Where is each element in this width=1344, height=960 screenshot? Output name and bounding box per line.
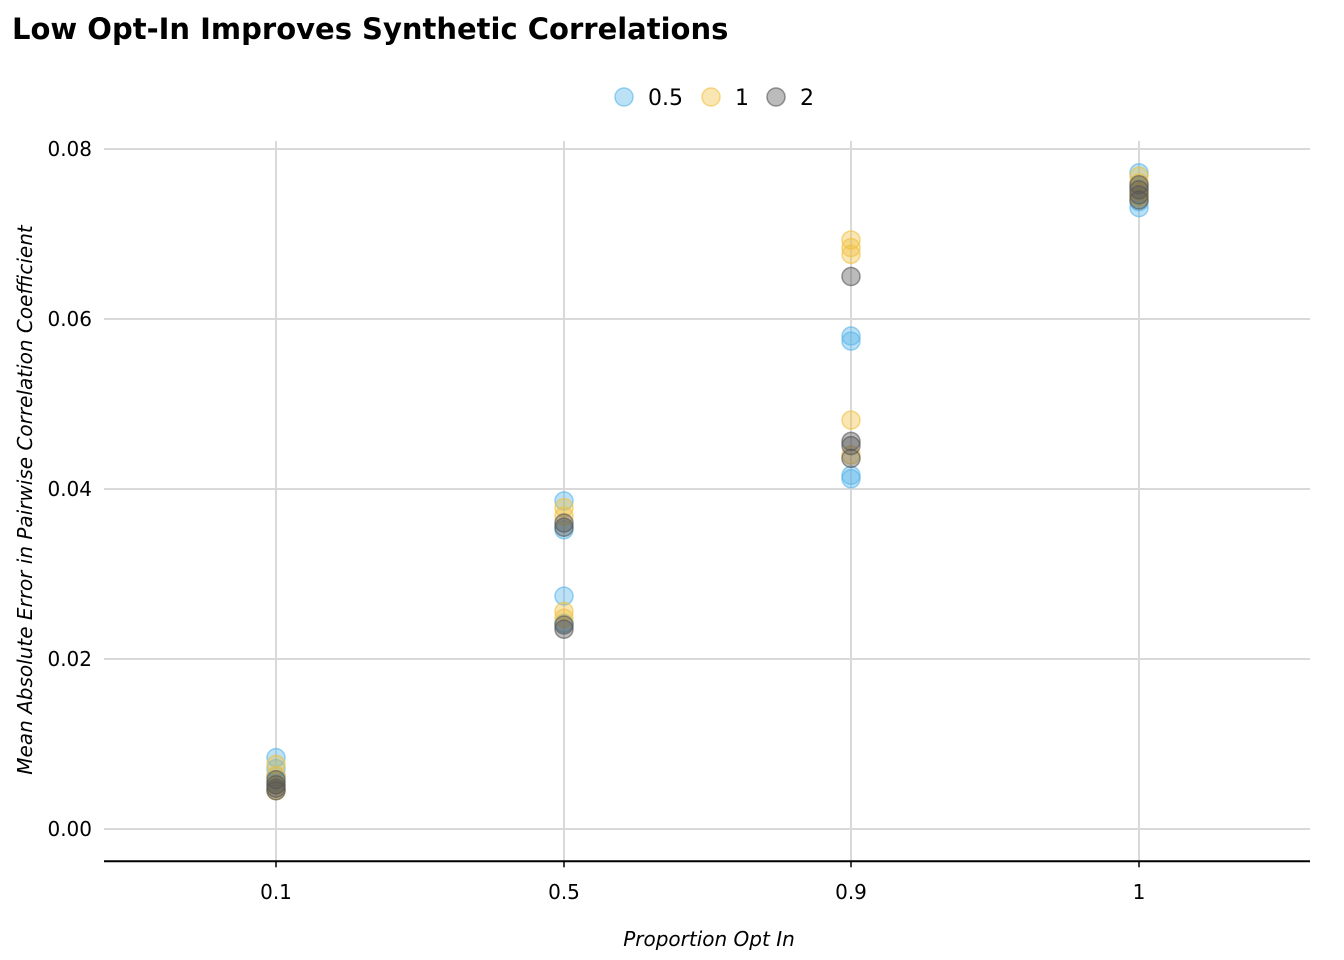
chart-title: Low Opt-In Improves Synthetic Correlatio… — [12, 12, 729, 46]
data-point-series-2 — [554, 619, 574, 639]
data-point-series-1 — [841, 237, 861, 258]
grid-lines — [104, 141, 1310, 862]
legend-label: 1 — [735, 86, 749, 111]
x-axis-label: Proportion Opt In — [623, 927, 795, 951]
x-tick-label: 0.1 — [260, 880, 292, 904]
data-point-series-1 — [841, 410, 861, 430]
data-point-series-0.5 — [554, 491, 574, 511]
data-point-series-0.5 — [841, 326, 861, 346]
data-point-series-2 — [841, 448, 861, 469]
data-point-series-0.5 — [841, 331, 861, 351]
legend-marker — [701, 87, 721, 107]
y-tick-label: 0.00 — [47, 817, 92, 841]
data-points — [266, 163, 1149, 801]
data-point-series-2 — [841, 431, 861, 452]
data-point-series-0.5 — [841, 469, 861, 489]
data-point-series-2 — [1129, 185, 1149, 205]
x-tick-label: 0.5 — [548, 880, 580, 904]
data-point-series-0.5 — [266, 758, 286, 779]
data-point-series-1 — [554, 506, 574, 526]
data-point-series-2 — [1129, 180, 1149, 200]
legend: 0.5 1 2 — [614, 86, 814, 111]
data-point-series-2 — [554, 513, 574, 533]
legend-label: 0.5 — [648, 86, 683, 111]
y-tick-label: 0.04 — [47, 477, 92, 501]
legend-marker — [766, 87, 786, 107]
data-point-series-1 — [841, 230, 861, 250]
x-tick-label: 1 — [1133, 880, 1146, 904]
data-point-series-2 — [841, 266, 861, 287]
data-point-series-2 — [1129, 190, 1149, 210]
data-point-series-1 — [554, 608, 574, 628]
y-axis-label: Mean Absolute Error in Pairwise Correlat… — [13, 224, 37, 775]
data-point-series-1 — [266, 754, 286, 775]
axes: 0.00 0.02 0.04 0.06 0.08 0.1 0.5 0.9 1 — [47, 137, 1310, 904]
data-point-series-2 — [554, 517, 574, 537]
y-tick-label: 0.08 — [47, 137, 92, 161]
data-point-series-2 — [266, 781, 286, 801]
data-point-series-2 — [1129, 174, 1149, 195]
legend-label: 2 — [800, 86, 814, 111]
data-point-series-0.5 — [554, 586, 574, 606]
data-point-series-2 — [554, 615, 574, 635]
y-tick-label: 0.06 — [47, 307, 92, 331]
legend-marker — [614, 87, 634, 107]
data-point-series-1 — [841, 244, 861, 265]
y-tick-label: 0.02 — [47, 647, 92, 671]
x-tick-label: 0.9 — [835, 880, 867, 904]
